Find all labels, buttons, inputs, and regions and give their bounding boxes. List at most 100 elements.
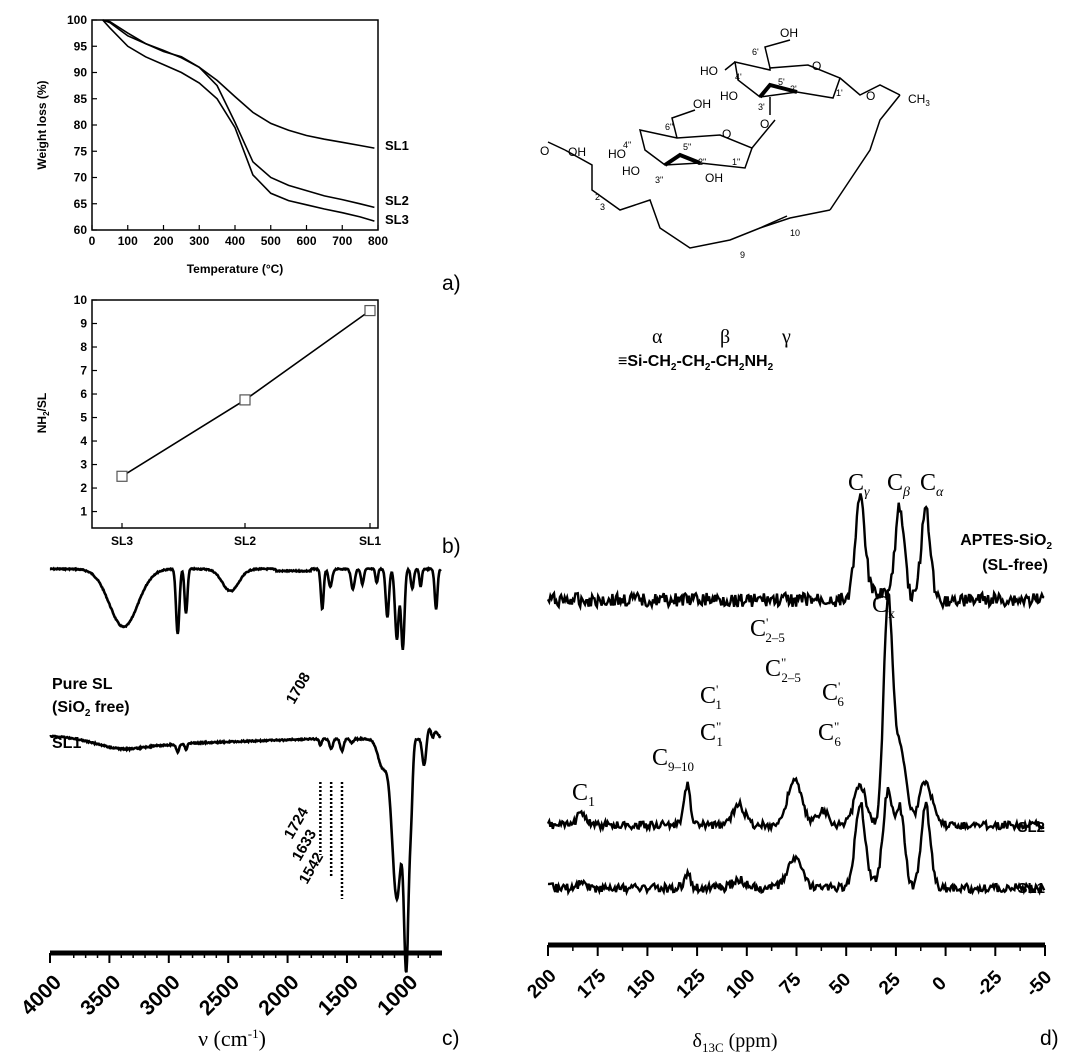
num-2pp: 2" xyxy=(698,157,706,167)
a-ytick-label: 60 xyxy=(74,223,88,237)
double-bond xyxy=(759,215,788,229)
peak-c6-dprime: C" 6 xyxy=(818,719,841,749)
peak-label-1708: 1708 xyxy=(283,670,314,707)
ho-label-1: HO xyxy=(700,64,718,78)
legend-sl-free: (SL-free) xyxy=(982,557,1048,574)
d-xtick-label: 0 xyxy=(929,973,951,995)
o-label-4: O xyxy=(722,127,731,141)
carbonyl xyxy=(547,141,566,151)
a-ytick-label: 90 xyxy=(74,66,88,80)
nmr-x-ticks: 200 175 150 125 100 75 50 25 0 -25 -50 xyxy=(523,945,1056,1003)
b-xtick-label: SL2 xyxy=(234,534,256,548)
ftir-pure-sl-trace xyxy=(49,565,442,651)
peak-c6-prime: C' 6 xyxy=(822,679,844,709)
glucose-1-bold-edge xyxy=(758,82,798,99)
beta-label: β xyxy=(720,326,730,348)
acid-chain xyxy=(564,149,831,249)
c-xtick-label: 2000 xyxy=(254,971,303,1020)
peak-c-alpha: Cα xyxy=(920,470,944,500)
num-1pp: 1" xyxy=(732,157,740,167)
o-label-3: O xyxy=(760,117,769,131)
d-xtick-label: 100 xyxy=(722,965,759,1002)
legend-sl2-d: SL2 xyxy=(1017,819,1045,836)
panel-b-ticks: 1 2 3 4 5 6 7 8 9 10 SL3 SL2 SL1 xyxy=(74,293,382,548)
legend-sl1-d: SL1 xyxy=(1017,880,1045,897)
legend-sio2-free: (SiO2 free) xyxy=(52,699,130,719)
a-xtick-label: 700 xyxy=(332,234,352,248)
b-ytick-label: 9 xyxy=(80,317,87,331)
oh-label-2: OH xyxy=(693,97,711,111)
legend-sl3-a: SL3 xyxy=(385,212,409,227)
a-ytick-label: 65 xyxy=(74,197,88,211)
a-xtick-label: 600 xyxy=(296,234,316,248)
panel-label-a: a) xyxy=(442,272,461,295)
b-ytick-label: 6 xyxy=(80,387,87,401)
b-xtick-label: SL3 xyxy=(111,534,133,548)
peak-c9-10: C9–10 xyxy=(652,745,694,774)
legend-sl1-c: SL1 xyxy=(52,735,81,752)
b-series-line xyxy=(121,309,371,477)
panel-a-ylabel: Weight loss (%) xyxy=(35,80,49,169)
num-1p: 1' xyxy=(836,88,843,98)
b-point xyxy=(239,394,251,406)
gamma-label: γ xyxy=(781,326,791,348)
ho-label-2: HO xyxy=(720,89,738,103)
d-xtick-label: 150 xyxy=(623,965,660,1002)
sophorolipid-structure xyxy=(547,39,901,249)
panel-c: Pure SL (SiO2 free) SL1 1708 1724 1633 1… xyxy=(17,565,460,1051)
ftir-sl1-trace xyxy=(49,727,442,973)
peak-c-gamma: Cγ xyxy=(848,470,870,500)
num-6pp: 6" xyxy=(665,122,673,132)
a-ytick-label: 70 xyxy=(74,171,88,185)
peak-c1: C1 xyxy=(572,780,595,810)
peak-c1-prime: C' 1 xyxy=(700,682,722,712)
c-xtick-label: 2500 xyxy=(195,971,244,1020)
num-10: 10 xyxy=(790,228,800,238)
c6pp-bond xyxy=(671,109,696,139)
glucose-2-bold-edge xyxy=(663,152,701,167)
num-3: 3 xyxy=(600,202,605,212)
panel-label-d: d) xyxy=(1040,1027,1059,1050)
b-ytick-label: 2 xyxy=(80,481,87,495)
panel-b-ylabel: NH2/SL xyxy=(35,393,51,433)
d-xtick-label: 125 xyxy=(673,965,711,1003)
c-xtick-label: 3500 xyxy=(76,971,125,1020)
a-xtick-label: 0 xyxy=(89,234,96,248)
oh-label-4: OH xyxy=(568,145,586,159)
panel-a-xlabel: Temperature (°C) xyxy=(187,262,284,276)
alpha-label: α xyxy=(652,326,663,348)
c-xtick-label: 4000 xyxy=(17,971,66,1020)
legend-sl2-a: SL2 xyxy=(385,193,409,208)
a-xtick-label: 400 xyxy=(225,234,245,248)
ftir-xlabel: ν (cm-1) xyxy=(198,1026,266,1051)
panel-b-frame xyxy=(91,299,379,529)
d-xtick-label: 75 xyxy=(776,969,806,999)
nmr-sl2-trace xyxy=(546,589,1045,834)
a-ytick-label: 100 xyxy=(67,13,87,27)
panel-d: 200 175 150 125 100 75 50 25 0 -25 -50 APTES-SiO2 … xyxy=(523,470,1058,1055)
b-ytick-label: 1 xyxy=(80,505,87,519)
num-5pp: 5" xyxy=(683,142,691,152)
a-xtick-label: 800 xyxy=(368,234,388,248)
num-3p: 3' xyxy=(758,102,765,112)
o-label-5: O xyxy=(540,144,549,158)
aptes-formula: α β γ ≡Si-CH2-CH2-CH2NH2 xyxy=(618,326,791,373)
a-ytick-label: 95 xyxy=(74,39,88,53)
b-point xyxy=(364,304,376,317)
aptes-formula-text: ≡Si-CH2-CH2-CH2NH2 xyxy=(618,353,774,373)
aglycone-top xyxy=(839,77,901,96)
b-ytick-label: 7 xyxy=(80,364,87,378)
d-xtick-label: -25 xyxy=(972,967,1007,1002)
panel-b-line xyxy=(116,304,376,482)
num-4p: 4' xyxy=(735,72,742,82)
b-xtick-label: SL1 xyxy=(359,534,381,548)
num-2: 2 xyxy=(595,192,600,202)
panel-b: 1 2 3 4 5 6 7 8 9 10 SL3 SL2 SL1 NH2/SL b) xyxy=(35,293,461,558)
d-xtick-label: 25 xyxy=(875,969,905,999)
num-2p: 2' xyxy=(790,84,797,94)
b-ytick-label: 8 xyxy=(80,340,87,354)
peak-c-beta: Cβ xyxy=(887,470,910,500)
ho-label-3: HO xyxy=(608,147,626,161)
b-ytick-label: 10 xyxy=(74,293,88,307)
